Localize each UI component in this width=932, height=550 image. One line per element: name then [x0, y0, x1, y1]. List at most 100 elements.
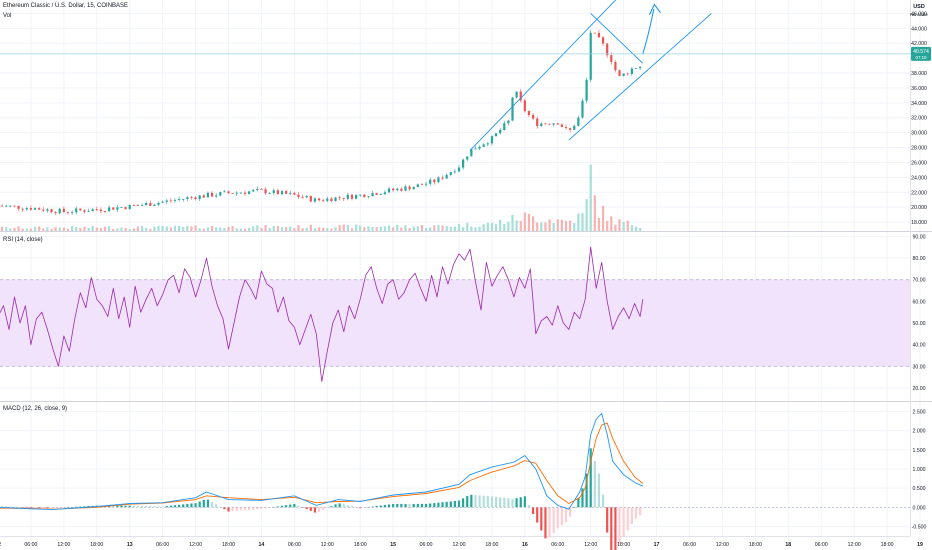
candle-body — [17, 205, 20, 209]
channel-upper-line — [469, 0, 617, 151]
rsi-tick-label: 40.00 — [913, 343, 926, 349]
volume-bar — [610, 216, 613, 231]
channel-drawing[interactable] — [0, 0, 910, 151]
volume-bar — [408, 228, 411, 231]
candle-body — [350, 194, 354, 199]
volume-bar — [474, 227, 477, 231]
volume-bar — [400, 227, 403, 231]
candle-body — [424, 183, 428, 185]
volume-bar — [350, 228, 354, 231]
candle-body — [531, 114, 535, 119]
macd-histogram-bar — [552, 507, 555, 534]
candle-body — [433, 179, 436, 183]
volume-bar — [462, 227, 465, 231]
price-candles[interactable] — [0, 29, 642, 215]
volume-bar — [29, 228, 33, 231]
volume-bar — [13, 227, 16, 231]
volume-bar — [169, 227, 172, 231]
candle-body — [247, 191, 251, 194]
candle-body — [25, 208, 28, 210]
candle-body — [466, 156, 469, 160]
macd-histogram-bar — [289, 504, 292, 508]
macd-histogram-bar — [564, 507, 568, 523]
candle-body — [503, 123, 506, 131]
macd-histogram-bar — [334, 504, 337, 508]
volume-bar — [223, 228, 226, 231]
macd-histogram-bar — [416, 503, 419, 508]
macd-histogram-bar — [116, 505, 119, 508]
candle-body — [371, 193, 374, 197]
macd-histogram-bar — [243, 507, 247, 511]
candle-body — [457, 167, 461, 172]
volume-bar — [297, 225, 300, 231]
macd-histogram-bar — [457, 500, 461, 508]
volume-bar — [79, 227, 82, 231]
chart-title[interactable]: Ethereum Classic / U.S. Dollar, 15, COIN… — [3, 3, 129, 9]
volume-bar — [42, 228, 45, 231]
last-price-time: 07:10 — [916, 55, 928, 60]
volume-bar — [396, 224, 399, 231]
candle-body — [322, 200, 325, 202]
volume-bar — [618, 219, 621, 231]
volume-bar — [219, 227, 222, 231]
volume-label[interactable]: Vol — [3, 13, 12, 19]
volume-bar — [359, 225, 362, 231]
volume-bar — [140, 225, 144, 231]
time-tick-label: 12:00 — [848, 542, 861, 548]
candle-body — [383, 192, 387, 195]
macd-histogram-bar — [470, 494, 473, 508]
volume-bar — [552, 223, 555, 231]
volume-bar — [280, 227, 284, 231]
volume-bar — [54, 227, 57, 231]
candle-body — [404, 186, 407, 191]
volume-bar — [260, 227, 263, 231]
volume-bar — [527, 213, 531, 231]
volume-bar — [103, 226, 107, 231]
macd-histogram-bar — [178, 504, 181, 508]
time-tick-label: 18:00 — [354, 542, 367, 548]
candle-body — [223, 191, 226, 193]
candle-body — [449, 172, 452, 175]
price-tick-label: 32.000 — [911, 116, 927, 122]
volume-bar — [198, 228, 201, 231]
volume-bar — [75, 227, 78, 231]
candle-body — [1, 205, 4, 207]
candle-body — [527, 111, 531, 115]
volume-bar — [338, 225, 341, 231]
time-tick-label: 06:00 — [551, 542, 564, 548]
price-tick-label: 22.000 — [911, 190, 927, 196]
volume-bar — [371, 227, 374, 231]
macd-histogram-bar — [153, 506, 156, 508]
macd-histogram-bar — [490, 496, 494, 508]
candle-body — [112, 207, 115, 210]
candle-body — [462, 159, 465, 168]
rsi-pane[interactable] — [0, 246, 644, 382]
candle-body — [276, 190, 279, 195]
currency-label[interactable]: USD No scale — [908, 4, 930, 18]
volume-bar — [441, 225, 444, 231]
macd-histogram-bar — [128, 505, 131, 508]
rsi-line — [0, 246, 644, 382]
macd-histogram-bar — [536, 507, 539, 523]
macd-pane[interactable] — [0, 412, 910, 550]
macd-histogram-bar — [239, 507, 242, 511]
candle-body — [21, 208, 24, 210]
volume-bar — [301, 228, 304, 231]
time-tick-label: 17 — [654, 542, 660, 548]
macd-title[interactable]: MACD (12, 26, close, 9) — [3, 406, 68, 412]
candle-body — [186, 197, 189, 199]
volume-bar — [289, 226, 292, 231]
macd-histogram-bar — [630, 507, 633, 525]
candle-body — [50, 209, 53, 213]
candle-body — [136, 205, 140, 206]
macd-tick-label: 1.500 — [913, 448, 926, 454]
macd-histogram-bar — [194, 503, 197, 508]
volume-bar — [387, 225, 391, 231]
macd-histogram-bar — [198, 501, 201, 508]
candle-body — [9, 205, 12, 207]
candle-body — [313, 198, 317, 202]
currency-scale: No scale — [910, 12, 928, 17]
volume-bar — [486, 222, 489, 231]
rsi-title[interactable]: RSI (14, close) — [3, 237, 43, 243]
